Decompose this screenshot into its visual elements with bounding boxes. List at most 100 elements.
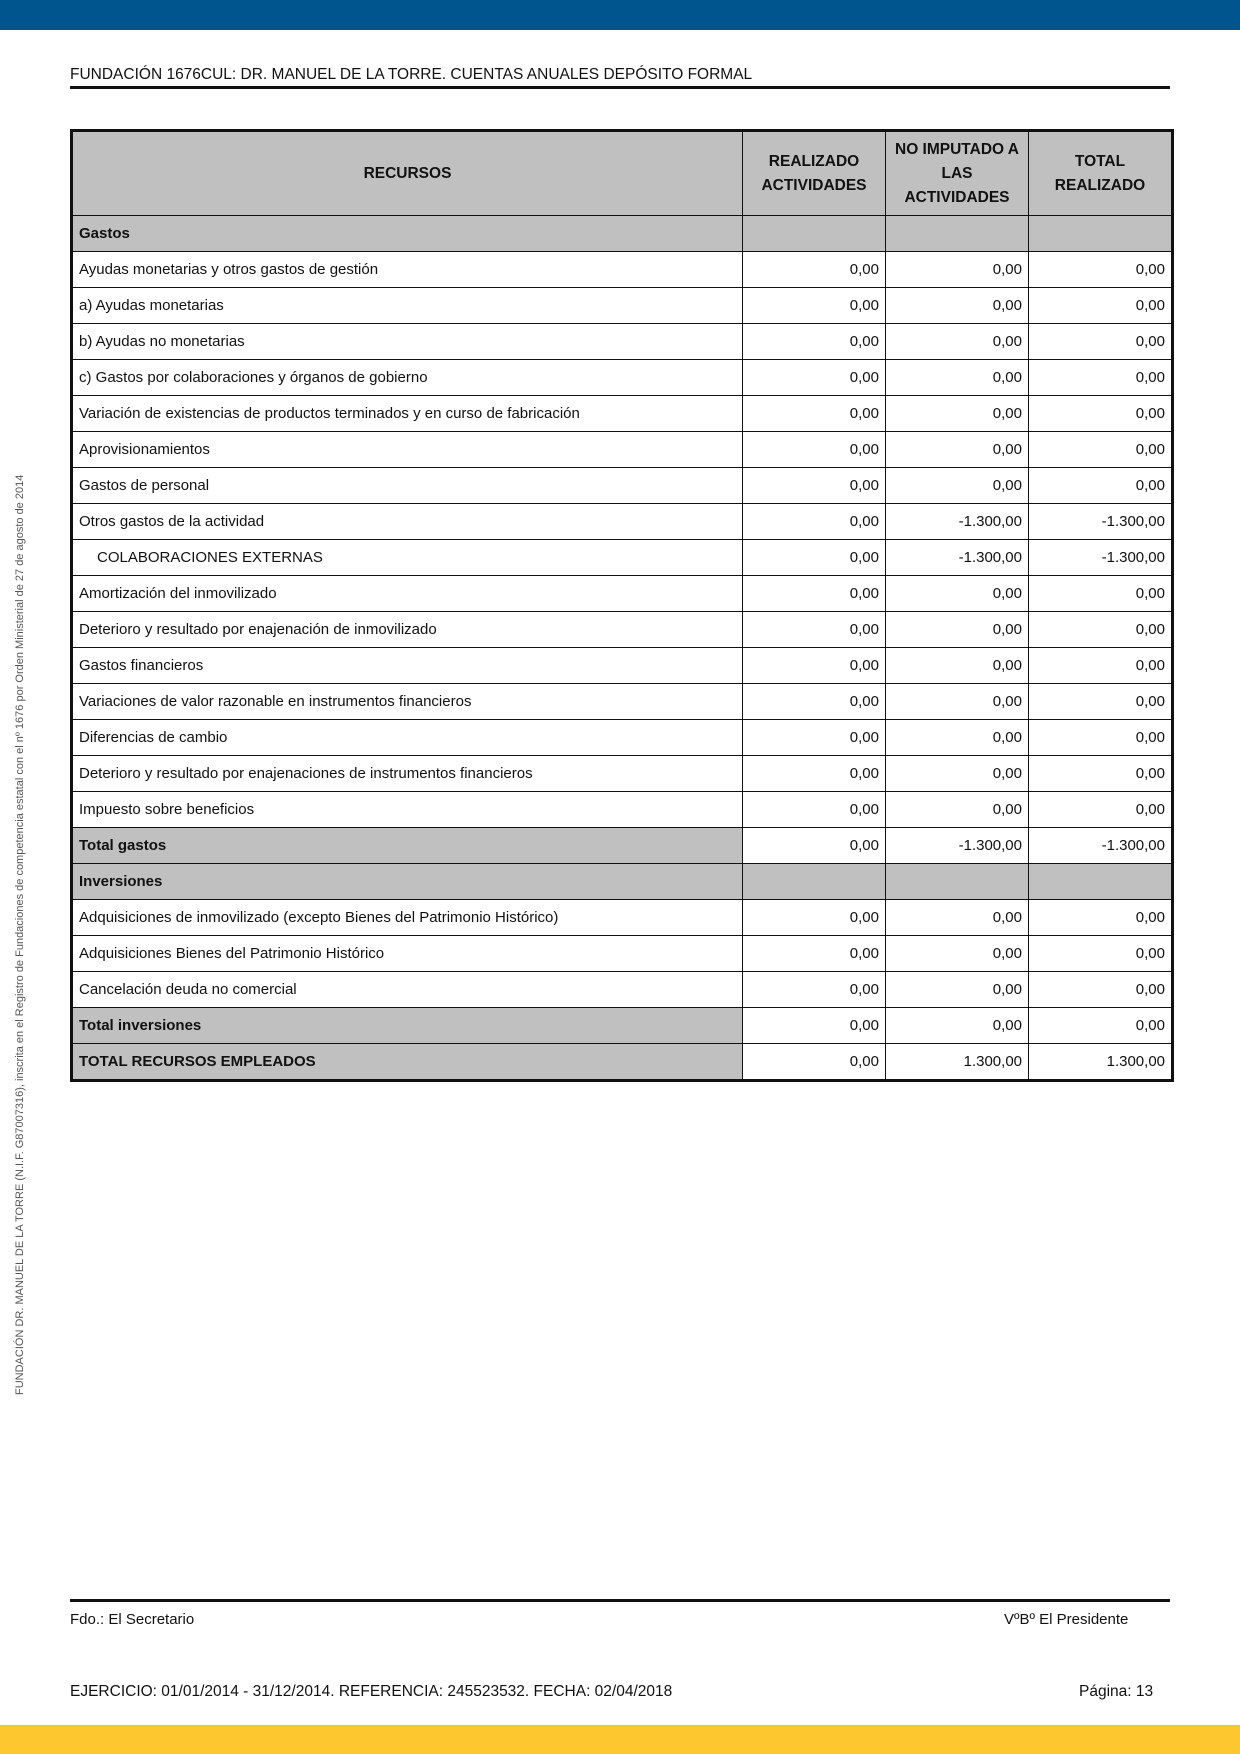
total-row: Total gastos 0,00 -1.300,00 -1.300,00: [71, 827, 1173, 864]
value-cell: 0,00: [742, 899, 886, 936]
bottom-color-bar: [0, 1725, 1240, 1754]
value-cell: 0,00: [1028, 359, 1173, 396]
row-label: Ayudas monetarias y otros gastos de gest…: [71, 251, 743, 288]
value-cell: 0,00: [885, 1007, 1029, 1044]
value-cell: 0,00: [885, 395, 1029, 432]
row-label: Gastos de personal: [71, 467, 743, 504]
value-cell: 0,00: [885, 719, 1029, 756]
table-row: b) Ayudas no monetarias 0,00 0,00 0,00: [71, 323, 1173, 360]
value-cell: 0,00: [742, 755, 886, 792]
value-cell: 0,00: [742, 323, 886, 360]
value-cell: 0,00: [1028, 251, 1173, 288]
table-row: Aprovisionamientos 0,00 0,00 0,00: [71, 431, 1173, 468]
value-cell: 0,00: [742, 791, 886, 828]
table-row: Ayudas monetarias y otros gastos de gest…: [71, 251, 1173, 288]
table-row: c) Gastos por colaboraciones y órganos d…: [71, 359, 1173, 396]
header-divider: [70, 86, 1170, 89]
section-row: Gastos: [71, 215, 1173, 252]
value-cell: -1.300,00: [1028, 827, 1173, 864]
value-cell: 0,00: [742, 359, 886, 396]
row-label: Deterioro y resultado por enajenaciones …: [71, 755, 743, 792]
value-cell: 0,00: [885, 683, 1029, 720]
value-cell: [1028, 215, 1173, 252]
section-row: Inversiones: [71, 863, 1173, 900]
value-cell: 0,00: [1028, 791, 1173, 828]
row-label: COLABORACIONES EXTERNAS: [71, 539, 743, 576]
value-cell: 0,00: [1028, 323, 1173, 360]
value-cell: 0,00: [742, 539, 886, 576]
table-row: Variaciones de valor razonable en instru…: [71, 683, 1173, 720]
value-cell: 0,00: [885, 575, 1029, 612]
row-label: Variación de existencias de productos te…: [71, 395, 743, 432]
value-cell: 0,00: [885, 935, 1029, 972]
value-cell: -1.300,00: [885, 827, 1029, 864]
column-header: REALIZADO ACTIVIDADES: [742, 130, 886, 216]
value-cell: 0,00: [1028, 1007, 1173, 1044]
value-cell: 0,00: [1028, 467, 1173, 504]
row-label: Total inversiones: [71, 1007, 743, 1044]
row-label: Impuesto sobre beneficios: [71, 791, 743, 828]
table-row: Deterioro y resultado por enajenación de…: [71, 611, 1173, 648]
value-cell: 0,00: [885, 323, 1029, 360]
value-cell: -1.300,00: [885, 503, 1029, 540]
value-cell: 0,00: [1028, 971, 1173, 1008]
value-cell: 0,00: [742, 251, 886, 288]
row-label: TOTAL RECURSOS EMPLEADOS: [71, 1043, 743, 1081]
row-label: Total gastos: [71, 827, 743, 864]
value-cell: 0,00: [742, 575, 886, 612]
value-cell: 0,00: [742, 503, 886, 540]
table-row: Otros gastos de la actividad 0,00 -1.300,0…: [71, 503, 1173, 540]
value-cell: 0,00: [885, 755, 1029, 792]
page-number: Página: 13: [1079, 1683, 1154, 1700]
row-label: Adquisiciones Bienes del Patrimonio Hist…: [71, 935, 743, 972]
value-cell: -1.300,00: [1028, 539, 1173, 576]
value-cell: 0,00: [1028, 755, 1173, 792]
table-row: Diferencias de cambio 0,00 0,00 0,00: [71, 719, 1173, 756]
table-row: Variación de existencias de productos te…: [71, 395, 1173, 432]
row-label: c) Gastos por colaboraciones y órganos d…: [71, 359, 743, 396]
value-cell: 0,00: [1028, 287, 1173, 324]
secretary-signature-label: Fdo.: El Secretario: [70, 1611, 195, 1628]
row-label: a) Ayudas monetarias: [71, 287, 743, 324]
value-cell: 0,00: [1028, 395, 1173, 432]
value-cell: 0,00: [885, 791, 1029, 828]
value-cell: 0,00: [885, 971, 1029, 1008]
value-cell: 0,00: [742, 395, 886, 432]
table-row: COLABORACIONES EXTERNAS 0,00 -1.300,00 -1.3…: [71, 539, 1173, 576]
table-row: a) Ayudas monetarias 0,00 0,00 0,00: [71, 287, 1173, 324]
row-label: Deterioro y resultado por enajenación de…: [71, 611, 743, 648]
value-cell: [885, 215, 1029, 252]
row-label: Gastos financieros: [71, 647, 743, 684]
row-label: Diferencias de cambio: [71, 719, 743, 756]
column-header: TOTAL REALIZADO: [1028, 130, 1173, 216]
value-cell: -1.300,00: [1028, 503, 1173, 540]
resources-table: RECURSOS REALIZADO ACTIVIDADES NO IMPUTA…: [70, 129, 1174, 1082]
table-header-row: RECURSOS REALIZADO ACTIVIDADES NO IMPUTA…: [71, 130, 1173, 216]
column-header: RECURSOS: [71, 130, 743, 216]
value-cell: 0,00: [742, 971, 886, 1008]
row-label: Inversiones: [71, 863, 743, 900]
value-cell: 0,00: [1028, 719, 1173, 756]
value-cell: 0,00: [742, 719, 886, 756]
document-title: FUNDACIÓN 1676CUL: DR. MANUEL DE LA TORR…: [70, 66, 753, 83]
row-label: Gastos: [71, 215, 743, 252]
column-header: NO IMPUTADO A LAS ACTIVIDADES: [885, 130, 1029, 216]
value-cell: 0,00: [1028, 575, 1173, 612]
value-cell: [885, 863, 1029, 900]
value-cell: 0,00: [742, 935, 886, 972]
value-cell: 0,00: [885, 431, 1029, 468]
value-cell: 0,00: [742, 827, 886, 864]
value-cell: 0,00: [1028, 431, 1173, 468]
value-cell: [1028, 863, 1173, 900]
value-cell: 0,00: [742, 431, 886, 468]
value-cell: 0,00: [1028, 899, 1173, 936]
president-signature-label: VºBº El Presidente: [1004, 1611, 1129, 1628]
row-label: Aprovisionamientos: [71, 431, 743, 468]
total-row: TOTAL RECURSOS EMPLEADOS 0,00 1.300,00 1.30…: [71, 1043, 1173, 1081]
table-row: Cancelación deuda no comercial 0,00 0,00 0,…: [71, 971, 1173, 1008]
value-cell: 0,00: [1028, 611, 1173, 648]
value-cell: 1.300,00: [885, 1043, 1029, 1081]
row-label: Adquisiciones de inmovilizado (excepto B…: [71, 899, 743, 936]
value-cell: 0,00: [742, 1007, 886, 1044]
value-cell: 0,00: [742, 647, 886, 684]
